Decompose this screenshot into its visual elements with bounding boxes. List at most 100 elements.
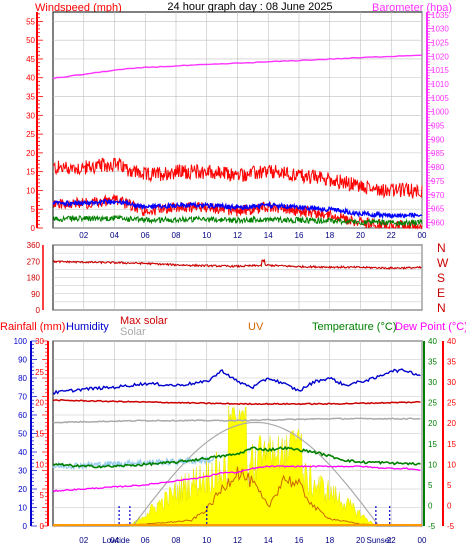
temperature-tick-label: 10 [428, 460, 437, 469]
max-solar-label: Max solar [120, 315, 168, 327]
x-tick-label: 12 [233, 231, 242, 240]
barometer-tick-label: 1010 [431, 80, 449, 89]
barometer-axis-label: Barometer (hpa) [372, 2, 452, 14]
barometer-tick-label: 1015 [431, 66, 449, 75]
humidity-tick-label: 70 [18, 393, 27, 402]
solar-fill [129, 405, 377, 527]
barometer-tick-label: 1000 [431, 108, 449, 117]
windspeed-tick-label: 35 [26, 93, 35, 102]
dew-point-tick-label: 5 [447, 481, 452, 490]
windspeed-average-line [52, 198, 423, 220]
rainfall-tick-label: 10 [35, 460, 44, 469]
windspeed-axis-label: Windspeed (mph) [35, 2, 122, 14]
x-tick-label: 18 [325, 231, 334, 240]
sunset-label: Sunset [366, 536, 392, 545]
windspeed-gust-line [52, 157, 423, 200]
humidity-line [52, 368, 421, 395]
rainfall-tick-label: 0 [40, 522, 45, 531]
humidity-tick-label: 100 [14, 337, 28, 346]
humidity-tick-label: 0 [23, 522, 28, 531]
windspeed-tick-label: 0 [31, 224, 36, 233]
x-tick-label: 20 [356, 231, 365, 240]
humidity-tick-label: 60 [18, 411, 27, 420]
humidity-tick-label: 30 [18, 467, 27, 476]
rainfall-axis-label: Rainfall (mm) [0, 321, 65, 333]
dew-point-tick-label: 40 [447, 337, 456, 346]
temperature-tick-label: 5 [428, 481, 433, 490]
x-tick-label: 20 [356, 536, 365, 545]
dew-point-tick-label: 0 [447, 501, 452, 510]
rainfall-tick-label: 25 [35, 368, 44, 377]
humidity-tick-label: 40 [18, 448, 27, 457]
barometer-tick-label: 975 [431, 177, 445, 186]
temperature-tick-label: 40 [428, 337, 437, 346]
wind-barometer-panel: 02 04 06 08 10 12 14 16 18 20 22 000510152025303540… [26, 11, 449, 240]
temperature-tick-label: 0 [428, 501, 433, 510]
x-tick-label: 12 [233, 536, 242, 545]
theoretical-solar-curve [132, 421, 380, 527]
humidity-tick-label: 90 [18, 356, 27, 365]
dew-point-tick-label: 10 [447, 460, 456, 469]
wind-direction-line [52, 258, 422, 270]
barometer-tick-label: 1035 [431, 11, 449, 20]
temperature-tick-label: 35 [428, 358, 437, 367]
dew-point-axis-label: Dew Point (°C) [395, 321, 466, 333]
x-tick-label: 16 [295, 536, 304, 545]
dew-point-tick-label: 35 [447, 358, 456, 367]
barometer-line [52, 54, 422, 80]
x-tick-label: 16 [295, 231, 304, 240]
x-tick-label: 04 [110, 536, 119, 545]
temperature-tick-label: 20 [428, 419, 437, 428]
temperature-tick-label: -5 [428, 522, 436, 531]
rainfall-tick-label: 30 [35, 337, 44, 346]
windspeed-tick-label: 30 [26, 111, 35, 120]
barometer-tick-label: 990 [431, 135, 445, 144]
x-tick-label: 14 [264, 231, 273, 240]
windspeed-tick-label: 25 [26, 130, 35, 139]
barometer-tick-label: 1005 [431, 94, 449, 103]
dew-point-tick-label: 25 [447, 399, 456, 408]
temperature-tick-label: 25 [428, 399, 437, 408]
temperature-humidity-panel: 02 04 06 08 10 12 14 16 18 20 22 000102030405060708… [14, 337, 457, 545]
barometer-tick-label: 1025 [431, 38, 449, 47]
dew-point-line [52, 465, 421, 493]
dew-point-tick-label: 30 [447, 378, 456, 387]
direction-tick-label: 180 [27, 274, 41, 283]
x-tick-label: 00 [418, 231, 427, 240]
x-tick-label: 08 [172, 231, 181, 240]
rainfall-tick-label: 5 [40, 491, 45, 500]
barometer-tick-label: 960 [431, 218, 445, 227]
windspeed-tick-label: 55 [26, 17, 35, 26]
uv-label: UV [248, 321, 264, 333]
direction-tick-label: 90 [31, 290, 40, 299]
solar-label: Solar [120, 326, 146, 338]
humidity-tick-label: 80 [18, 374, 27, 383]
x-tick-label: 06 [141, 536, 150, 545]
dew-point-tick-label: 15 [447, 440, 456, 449]
x-tick-label: 02 [79, 231, 88, 240]
rainfall-tick-label: 15 [35, 430, 44, 439]
barometer-tick-label: 1030 [431, 25, 449, 34]
x-tick-label: 10 [202, 536, 211, 545]
rainfall-tick-label: 20 [35, 399, 44, 408]
solar-line [52, 417, 421, 424]
windspeed-tick-label: 50 [26, 36, 35, 45]
compass-label: E [437, 286, 445, 300]
windspeed-lull-line [52, 214, 423, 228]
barometer-tick-label: 995 [431, 122, 445, 131]
lowtide-label: Lowtide [102, 536, 130, 545]
max-solar-line [52, 399, 421, 406]
x-tick-label: 22 [387, 536, 396, 545]
compass-label: N [437, 301, 446, 315]
barometer-tick-label: 985 [431, 149, 445, 158]
barometer-tick-label: 980 [431, 163, 445, 172]
chart-title: 24 hour graph day : 08 June 2025 [167, 1, 332, 13]
temperature-tick-label: 30 [428, 378, 437, 387]
compass-label: N [437, 241, 446, 255]
temperature-axis-label: Temperature (°C) [312, 321, 396, 333]
barometer-tick-label: 1020 [431, 52, 449, 61]
dew-point-tick-label: 20 [447, 419, 456, 428]
x-tick-label: 14 [264, 536, 273, 545]
